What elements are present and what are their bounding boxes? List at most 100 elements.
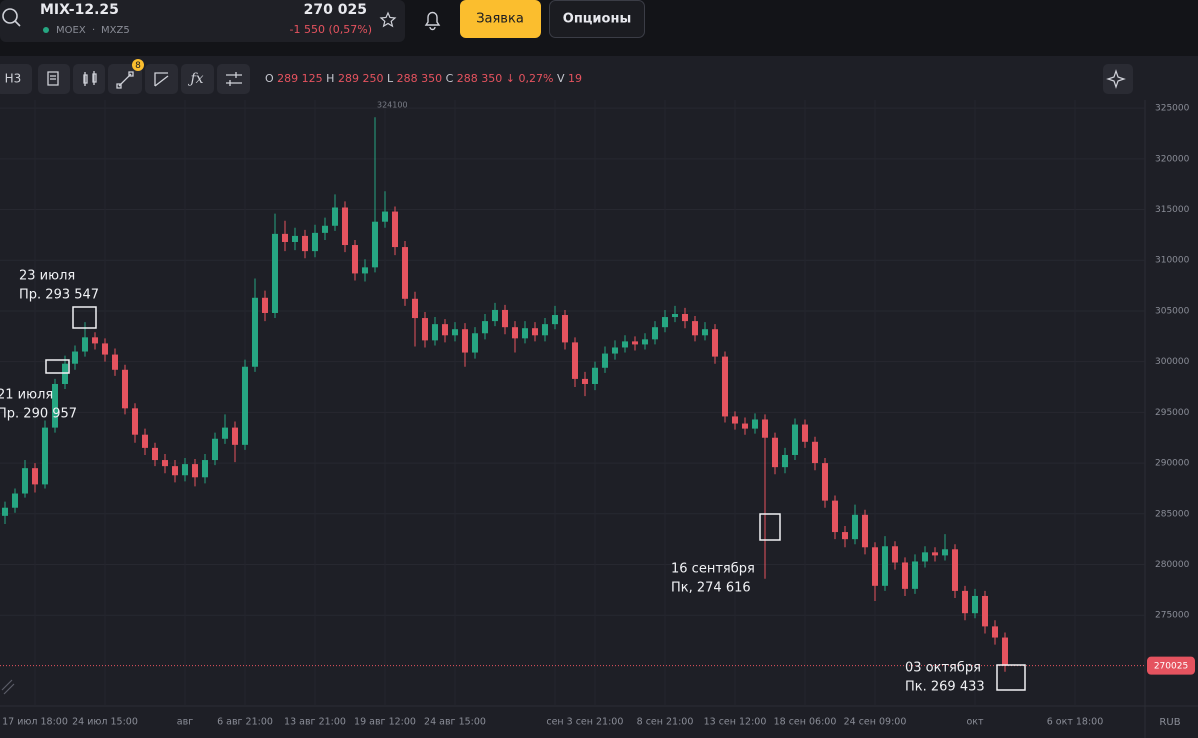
order-button[interactable] (460, 0, 541, 38)
candle-body (862, 514, 868, 548)
search-icon (14, 20, 21, 27)
logo (1, 679, 15, 695)
currency: RUB (1159, 717, 1180, 728)
y-tick-label: 280000 (1155, 560, 1190, 570)
candle-body (592, 367, 598, 384)
interval-button[interactable] (0, 64, 32, 94)
candle-body (422, 318, 428, 341)
candle-body (312, 232, 318, 252)
indicators-button[interactable] (181, 64, 214, 94)
candle-body (762, 419, 768, 438)
candle-body (842, 532, 848, 540)
annotation-box (759, 513, 781, 541)
candle-body (662, 317, 668, 328)
candle-body (732, 416, 738, 424)
annotation-text: Пр. 290 957 (0, 407, 77, 422)
tool-button[interactable] (145, 64, 178, 94)
toolbar: Н3 8 ƒx O 289 125 H 289 250 L 288 350 C … (0, 59, 1133, 94)
candle-body (552, 315, 558, 325)
settings-button[interactable] (217, 64, 250, 94)
y-tick-label: 310000 (1155, 256, 1190, 266)
candle-body (652, 327, 658, 340)
candle-body (42, 427, 48, 485)
x-tick-label: 24 сен 09:00 (844, 717, 907, 728)
search-box[interactable] (0, 0, 405, 42)
annotation-text: Пр. 293 547 (19, 288, 99, 303)
candle-body (792, 424, 798, 455)
candle-body (462, 329, 468, 353)
icon (116, 71, 134, 89)
candle-body (122, 369, 128, 409)
legend-change: ↓ 0,27% (506, 72, 554, 85)
candle-body (902, 562, 908, 589)
candle-body (182, 464, 188, 476)
candle-body (872, 547, 878, 586)
y-tick-label: 305000 (1155, 306, 1190, 316)
y-tick-label: 325000 (1155, 104, 1190, 114)
candle-body (192, 464, 198, 478)
last-price-label: 270025 (1154, 662, 1188, 672)
candle-body (542, 324, 548, 336)
candle-body (372, 221, 378, 268)
x-tick-label: 24 авг 15:00 (424, 717, 486, 728)
icon (154, 72, 169, 87)
candle-body (82, 337, 88, 352)
ticker: MXZ5 (101, 25, 130, 36)
annotation-box (996, 664, 1026, 691)
x-tick-label: 13 сен 12:00 (704, 717, 767, 728)
candle-body (1002, 637, 1008, 666)
candle-body (892, 546, 898, 563)
candle-body (962, 590, 968, 614)
candle-body (622, 341, 628, 348)
candle-body (722, 356, 728, 417)
candle-body (362, 267, 368, 274)
candle-body (922, 552, 928, 562)
legend-value: 289 250 (338, 72, 384, 85)
alerts[interactable] (424, 11, 441, 31)
annotation-text: Пк. 269 433 (905, 680, 985, 695)
candle-body (712, 329, 718, 357)
options-label: Опционы (563, 12, 631, 27)
candle-body (252, 297, 258, 367)
interval: Н3 (5, 72, 22, 86)
candle-body (62, 363, 68, 384)
candle-body (442, 324, 448, 336)
x-tick-label: 6 авг 21:00 (217, 717, 273, 728)
candle-body (532, 328, 538, 336)
candle-body (682, 314, 688, 322)
candle-body (972, 595, 978, 614)
options-button[interactable] (549, 0, 645, 38)
icon (83, 71, 97, 86)
x-tick-label: 6 окт 18:00 (1047, 717, 1104, 728)
candle-body (882, 546, 888, 586)
candle-body (852, 514, 858, 540)
x-tick-label: сен (546, 717, 563, 728)
legend-key: L (387, 72, 394, 85)
candle-body (992, 626, 998, 638)
candle-body (932, 552, 938, 556)
candle-body (952, 549, 958, 591)
search-icon[interactable] (2, 8, 18, 24)
max-label: 324100 (377, 101, 408, 110)
legend-key: O (265, 72, 274, 85)
candle-body (92, 337, 98, 344)
price: 270 025 (304, 2, 367, 18)
y-tick-label: 295000 (1155, 408, 1190, 418)
candle-body (672, 314, 678, 318)
y-tick-label: 315000 (1155, 205, 1190, 215)
legend-key: H (326, 72, 334, 85)
candle-body (52, 383, 58, 428)
favorite[interactable] (379, 11, 397, 28)
tool-button[interactable] (73, 64, 105, 94)
last-price-box (1147, 656, 1195, 675)
badge-count: 8 (135, 61, 141, 71)
candle-body (12, 493, 18, 508)
candle-body (632, 341, 638, 345)
order-label: Заявка (476, 12, 524, 27)
ai-button[interactable] (1103, 64, 1133, 94)
x-tick-label: 8 сен 21:00 (637, 717, 694, 728)
annotation-box (45, 359, 70, 374)
candle-body (452, 329, 458, 336)
annotation-date: 16 сентября (671, 562, 755, 577)
icon (1106, 69, 1126, 89)
